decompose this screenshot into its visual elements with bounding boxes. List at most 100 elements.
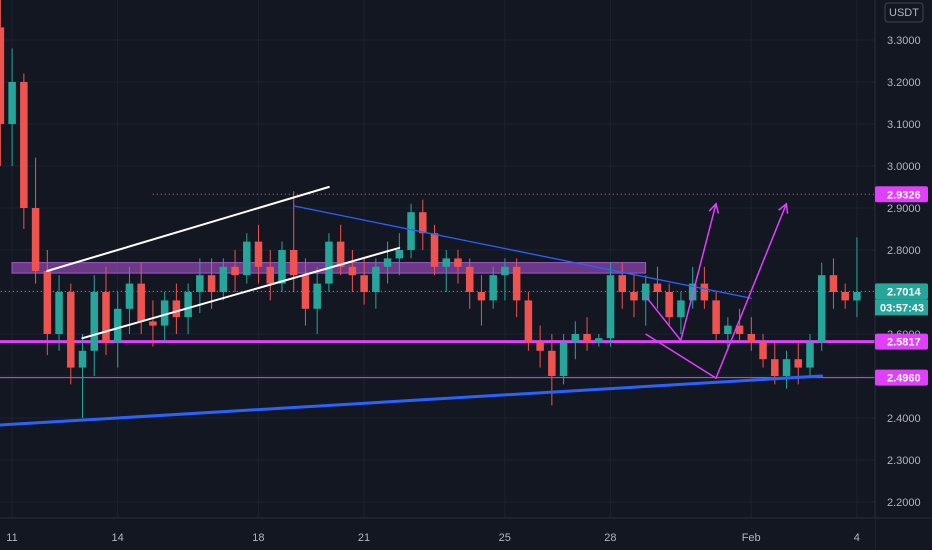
candle-body [172,300,181,318]
x-axis-panel [0,518,875,550]
candle-body [817,275,826,343]
x-tick-label: 11 [6,532,17,544]
x-tick-label: 14 [111,532,123,544]
candle-body [360,275,368,292]
candle [489,266,497,309]
candle-body [618,275,627,292]
candle [665,283,673,326]
candle-body [149,321,157,326]
x-tick-label: Feb [742,532,761,544]
candle [219,258,228,301]
price-tag: 2.9326 [875,186,928,203]
candle-body [595,338,603,343]
price-tag: 2.7014 [875,283,928,300]
candle-body [442,258,451,267]
candle-body [336,241,345,267]
currency-box [884,2,924,23]
candle [630,275,638,318]
candle [348,250,357,292]
candle-body [0,27,5,124]
x-tick-label: 28 [604,532,616,544]
candle-body [512,266,521,301]
y-tick-label: 3.0000 [887,161,921,173]
channel-line [46,186,330,272]
candle [641,275,650,326]
candle-body [747,334,756,343]
candle-body [841,292,849,301]
candle [67,283,75,385]
candle-body [266,266,275,284]
candle-body [243,241,251,276]
candle [512,258,521,318]
candle-body [301,275,310,309]
candle-body [348,266,357,276]
y-tick-label: 2.9000 [887,203,921,215]
candle-body [606,275,615,339]
candle-body [806,342,814,368]
candle [90,275,99,376]
candle-body [630,292,638,301]
projection-arrowhead [708,202,720,214]
candle [724,317,732,351]
x-tick-label: 18 [252,532,264,544]
candle-body [383,258,392,267]
candle [395,233,404,276]
candle [113,292,122,368]
y-tick-label: 3.2000 [887,77,921,89]
candle [20,73,28,229]
candle [278,241,286,292]
candle-body [160,300,169,326]
candle-body [735,325,744,334]
y-tick-label: 2.2000 [887,497,921,509]
projection-path [645,203,788,380]
y-tick-label: 2.8000 [887,245,921,257]
candle-body [700,283,709,301]
projection-path [645,203,717,342]
candle [172,283,181,334]
candle [817,262,826,351]
candle [759,334,767,368]
candle [536,325,544,368]
candle [548,334,556,406]
candle-body [677,300,685,318]
x-tick-label: 21 [358,532,370,544]
candle-body [548,350,556,376]
price-tag-label: 2.7014 [887,286,922,298]
candle [653,266,662,309]
candle [465,258,474,309]
candle-body [407,212,415,250]
candle [383,241,392,284]
candle-body [829,275,838,292]
candle-body [853,292,861,301]
y-tick-label: 2.3000 [887,455,921,467]
price-tag-label: 2.9326 [887,189,921,201]
candle [125,266,134,334]
candle [43,250,52,355]
candle-body [102,292,110,343]
candle-body [125,283,134,309]
candle-body [289,250,298,276]
candle-body [313,283,321,309]
candle-body [724,325,732,334]
candle [372,258,380,309]
candle-body [207,275,216,292]
candle [829,258,838,309]
candle [747,317,756,351]
candle [853,237,861,318]
y-tick-label: 2.4000 [887,413,921,425]
candle-body [712,300,720,334]
candle [313,266,321,334]
candles [0,0,861,418]
candle-body [641,283,650,301]
candle-body [78,350,87,368]
candle-body [524,300,533,343]
price-tag: 2.4960 [875,369,928,386]
candle [8,48,16,166]
currency-label: USDT [889,7,919,19]
candle [289,191,298,292]
candle-body [782,359,791,376]
price-tag-bg [875,186,928,203]
candle [0,0,5,166]
candle [524,292,533,351]
